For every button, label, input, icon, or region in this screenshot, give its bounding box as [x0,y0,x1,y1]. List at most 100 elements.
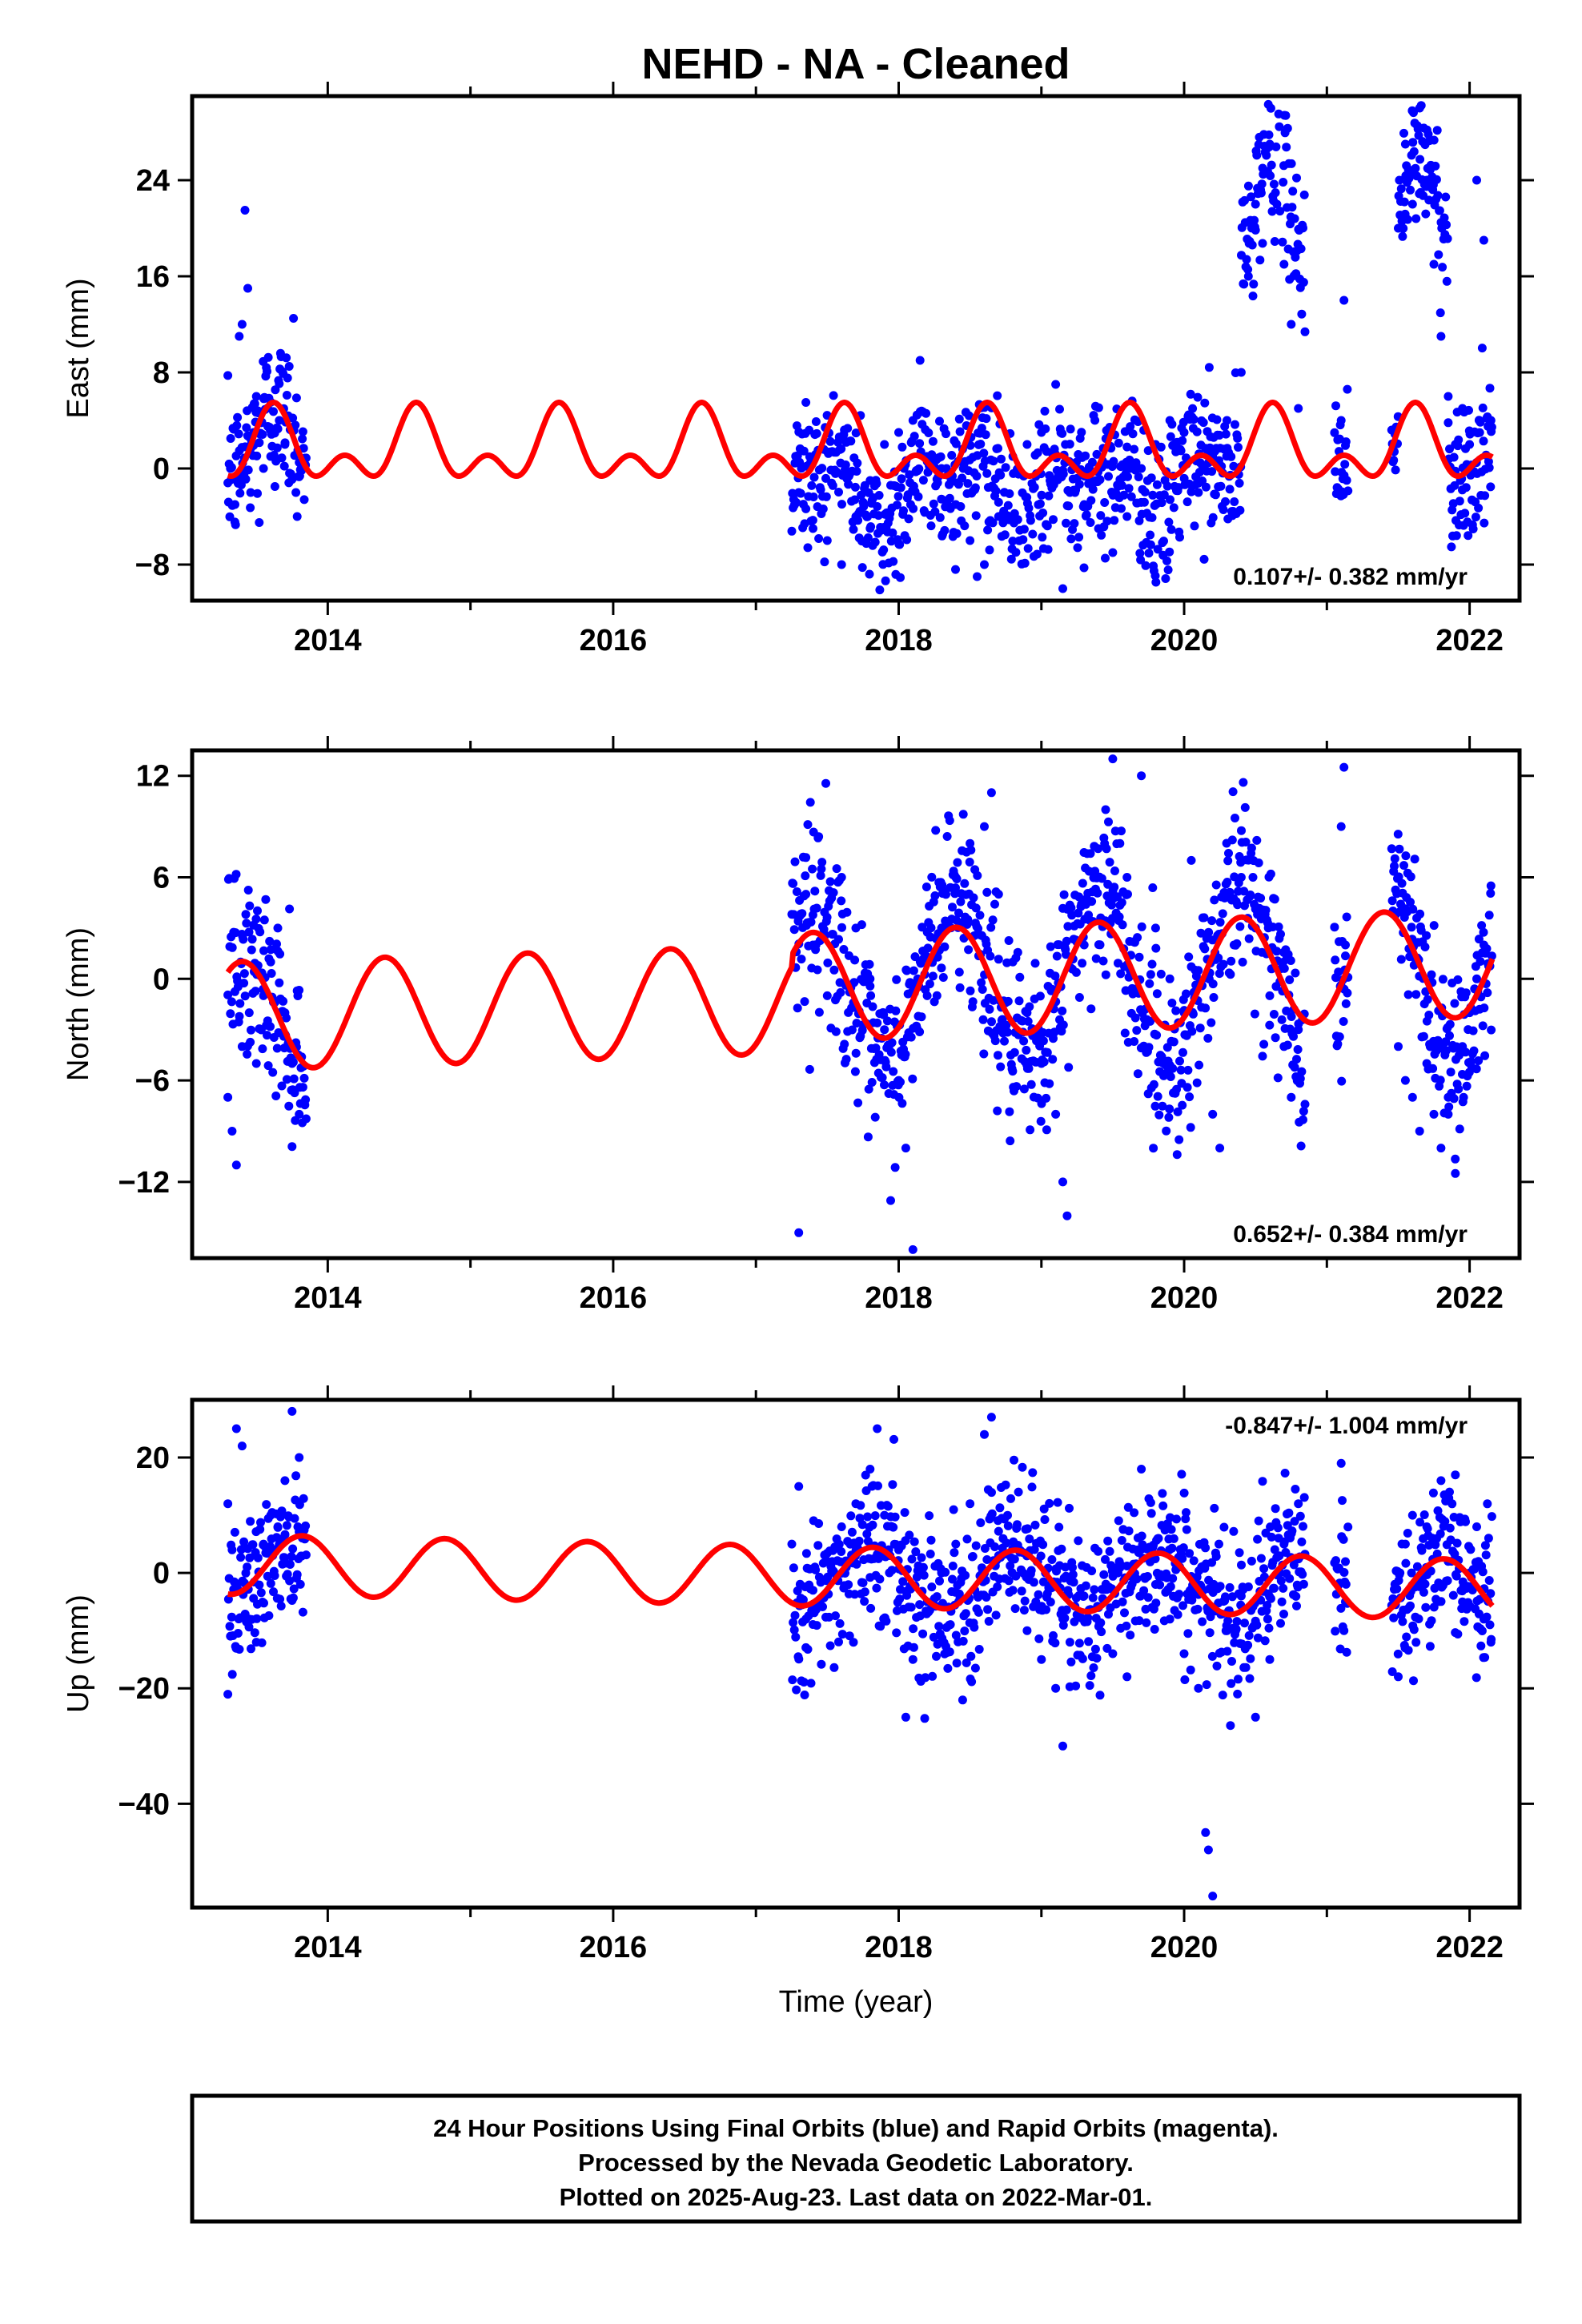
data-point [285,1560,295,1569]
data-point [996,1062,1006,1072]
data-point [251,392,261,401]
data-point [926,1550,935,1558]
rate-label: -0.847+/- 1.004 mm/yr [1225,1413,1468,1439]
data-point [1476,417,1485,427]
data-point [1480,518,1489,528]
data-point [1251,199,1260,209]
data-point [271,1092,281,1100]
footer-line-1: 24 Hour Positions Using Final Orbits (bl… [433,2114,1279,2142]
y-tick-label: 0 [153,452,170,486]
data-point [1087,897,1097,907]
data-point [1401,1558,1411,1568]
data-point [1148,883,1158,892]
data-point [940,942,950,951]
data-point [1426,1566,1435,1576]
data-point [1123,890,1132,899]
data-point [1144,1043,1154,1052]
data-point [1207,1651,1217,1661]
data-point [928,436,938,446]
data-point [1195,1023,1205,1033]
data-point [809,524,817,533]
data-point [976,1518,986,1527]
data-point [807,480,817,490]
data-point [930,507,940,517]
data-point [1453,975,1463,984]
data-point [1395,175,1404,185]
data-point [1265,139,1275,149]
data-point [1226,970,1235,979]
data-point [794,488,804,497]
data-point [247,935,257,944]
data-point [948,1562,958,1570]
data-point [814,832,824,842]
data-point [1124,1526,1134,1536]
data-point [245,1553,255,1562]
data-point [1078,959,1087,968]
data-point [1299,1579,1308,1589]
data-point [235,1645,244,1654]
data-point [1049,1630,1058,1640]
data-point [917,1553,926,1562]
data-point [865,959,874,969]
data-point [1292,1601,1301,1610]
data-point [272,443,282,452]
data-point [1005,489,1014,498]
data-point [1189,1556,1199,1566]
data-point [1484,1534,1493,1543]
data-point [1194,488,1203,497]
data-point [1394,223,1403,233]
data-point [943,1663,953,1673]
data-point [1065,1503,1074,1513]
data-point [1259,1564,1269,1574]
data-point [1343,988,1352,998]
data-point [1150,571,1160,581]
data-point [1143,446,1153,456]
data-point [970,483,980,493]
data-point [896,483,905,493]
data-point [1409,1625,1419,1634]
data-point [954,908,963,918]
data-point [1118,920,1127,930]
data-point [1251,225,1260,235]
data-point [901,1712,910,1722]
data-point [968,1552,978,1561]
data-point [268,1068,278,1077]
data-point [1039,1504,1049,1514]
data-point [1137,922,1146,931]
data-point [1058,1020,1068,1030]
data-point [880,1025,889,1035]
data-point [287,1406,297,1416]
data-point [1020,1596,1030,1606]
data-point [797,909,807,919]
data-point [289,314,299,323]
data-point [831,1027,841,1036]
data-point [958,1636,968,1646]
data-point [1446,1068,1456,1077]
data-point [1411,163,1420,173]
data-point [930,891,940,900]
data-point [1487,951,1496,961]
data-point [953,858,962,867]
data-point [1126,492,1136,501]
data-point [272,1043,282,1053]
data-point [1246,891,1255,899]
data-point [1387,1667,1397,1676]
data-point [261,895,271,904]
data-point [866,1603,876,1613]
data-point [251,915,261,924]
data-point [1460,509,1470,518]
data-point [1178,1601,1187,1610]
data-point [832,864,841,874]
data-point [1095,1691,1105,1700]
x-tick-label: 2016 [580,1931,648,1964]
data-point [1335,1032,1344,1042]
data-point [1120,1028,1130,1038]
data-point [1419,1031,1428,1041]
data-point [1245,1674,1255,1683]
data-point [1114,912,1124,922]
data-point [1117,898,1126,907]
data-point [1480,1003,1489,1013]
data-point [834,935,843,944]
data-point [1403,990,1413,999]
data-point [243,1049,252,1059]
